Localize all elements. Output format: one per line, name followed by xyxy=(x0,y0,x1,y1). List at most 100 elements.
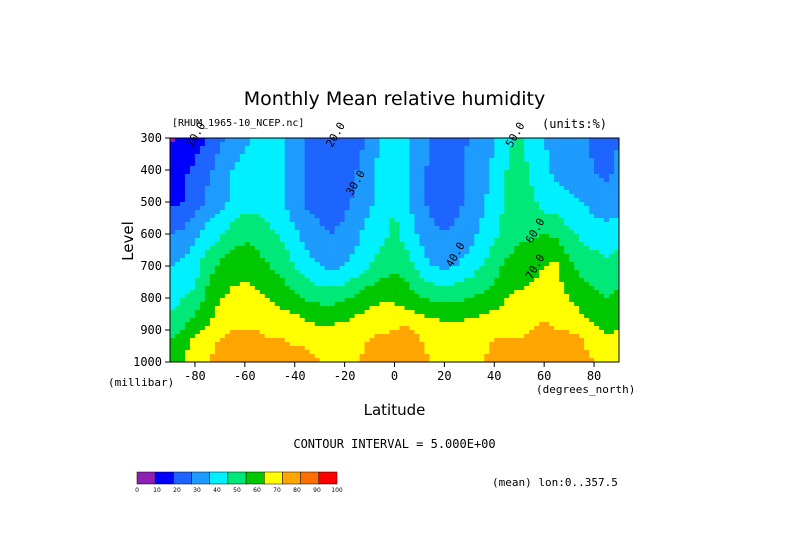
field-cell xyxy=(209,154,216,159)
field-cell xyxy=(589,350,595,355)
field-cell xyxy=(604,242,610,247)
field-cell xyxy=(304,202,311,207)
field-cell xyxy=(254,358,261,362)
field-cell xyxy=(389,286,396,291)
field-cell xyxy=(424,250,431,255)
field-cell xyxy=(534,278,540,283)
field-cell xyxy=(209,322,216,327)
field-cell xyxy=(484,302,490,307)
field-cell xyxy=(524,266,530,271)
field-cell xyxy=(549,218,555,223)
field-cell xyxy=(329,278,336,283)
field-cell xyxy=(219,138,226,143)
field-cell xyxy=(609,318,615,323)
field-cell xyxy=(489,142,495,147)
field-cell xyxy=(519,322,525,327)
field-cell xyxy=(364,174,371,179)
field-cell xyxy=(299,218,306,223)
field-cell xyxy=(264,170,271,175)
field-cell xyxy=(579,314,585,319)
field-cell xyxy=(559,318,565,323)
field-cell xyxy=(444,318,450,323)
field-cell xyxy=(170,358,176,362)
field-cell xyxy=(604,190,610,195)
field-cell xyxy=(524,254,530,259)
field-cell xyxy=(609,266,615,271)
field-cell xyxy=(519,302,525,307)
field-cell xyxy=(499,266,505,271)
field-cell xyxy=(209,250,216,255)
field-cell xyxy=(454,230,460,235)
field-cell xyxy=(609,162,615,167)
field-cell xyxy=(339,214,346,219)
field-cell xyxy=(464,186,470,191)
field-cell xyxy=(284,254,291,259)
field-cell xyxy=(549,234,555,239)
field-cell xyxy=(269,242,276,247)
field-cell xyxy=(369,330,376,335)
field-cell xyxy=(284,178,291,183)
field-cell xyxy=(199,318,206,323)
field-cell xyxy=(209,326,216,331)
field-cell xyxy=(454,154,460,159)
field-cell xyxy=(204,158,211,163)
field-cell xyxy=(554,278,560,283)
field-cell xyxy=(564,330,570,335)
field-cell xyxy=(249,298,256,303)
field-cell xyxy=(174,258,181,263)
field-cell xyxy=(544,154,550,159)
field-cell xyxy=(604,234,610,239)
field-cell xyxy=(269,190,276,195)
field-cell xyxy=(184,298,191,303)
field-cell xyxy=(549,254,555,259)
field-cell xyxy=(414,254,421,259)
field-cell xyxy=(519,238,525,243)
field-cell xyxy=(219,198,226,203)
field-cell xyxy=(604,254,610,259)
field-cell xyxy=(249,262,256,267)
field-cell xyxy=(324,226,331,231)
field-cell xyxy=(439,174,445,179)
field-cell xyxy=(529,290,535,295)
field-cell xyxy=(489,198,495,203)
field-cell xyxy=(564,266,570,271)
field-cell xyxy=(479,310,485,315)
field-cell xyxy=(574,274,580,279)
field-cell xyxy=(499,206,505,211)
field-cell xyxy=(224,350,231,355)
field-cell xyxy=(179,330,186,335)
field-cell xyxy=(419,218,426,223)
field-cell xyxy=(479,178,485,183)
field-cell xyxy=(554,306,560,311)
field-cell xyxy=(189,218,196,223)
field-cell xyxy=(534,338,540,343)
field-cell xyxy=(404,262,411,267)
field-cell xyxy=(409,210,416,215)
field-cell xyxy=(339,238,346,243)
field-cell xyxy=(494,354,500,359)
field-cell xyxy=(459,266,465,271)
field-cell xyxy=(170,218,176,223)
field-cell xyxy=(184,346,191,351)
field-cell xyxy=(174,198,181,203)
field-cell xyxy=(419,298,426,303)
field-cell xyxy=(549,222,555,227)
field-cell xyxy=(564,306,570,311)
field-cell xyxy=(554,258,560,263)
field-cell xyxy=(294,350,301,355)
field-cell xyxy=(319,250,326,255)
field-cell xyxy=(349,290,356,295)
field-cell xyxy=(609,250,615,255)
field-cell xyxy=(209,222,216,227)
field-cell xyxy=(404,314,411,319)
field-cell xyxy=(269,358,276,362)
field-cell xyxy=(354,290,361,295)
field-cell xyxy=(294,342,301,347)
field-cell xyxy=(379,222,386,227)
field-cell xyxy=(379,334,386,339)
field-cell xyxy=(349,262,356,267)
field-cell xyxy=(479,230,485,235)
field-cell xyxy=(349,350,356,355)
field-cell xyxy=(369,226,376,231)
field-cell xyxy=(369,322,376,327)
